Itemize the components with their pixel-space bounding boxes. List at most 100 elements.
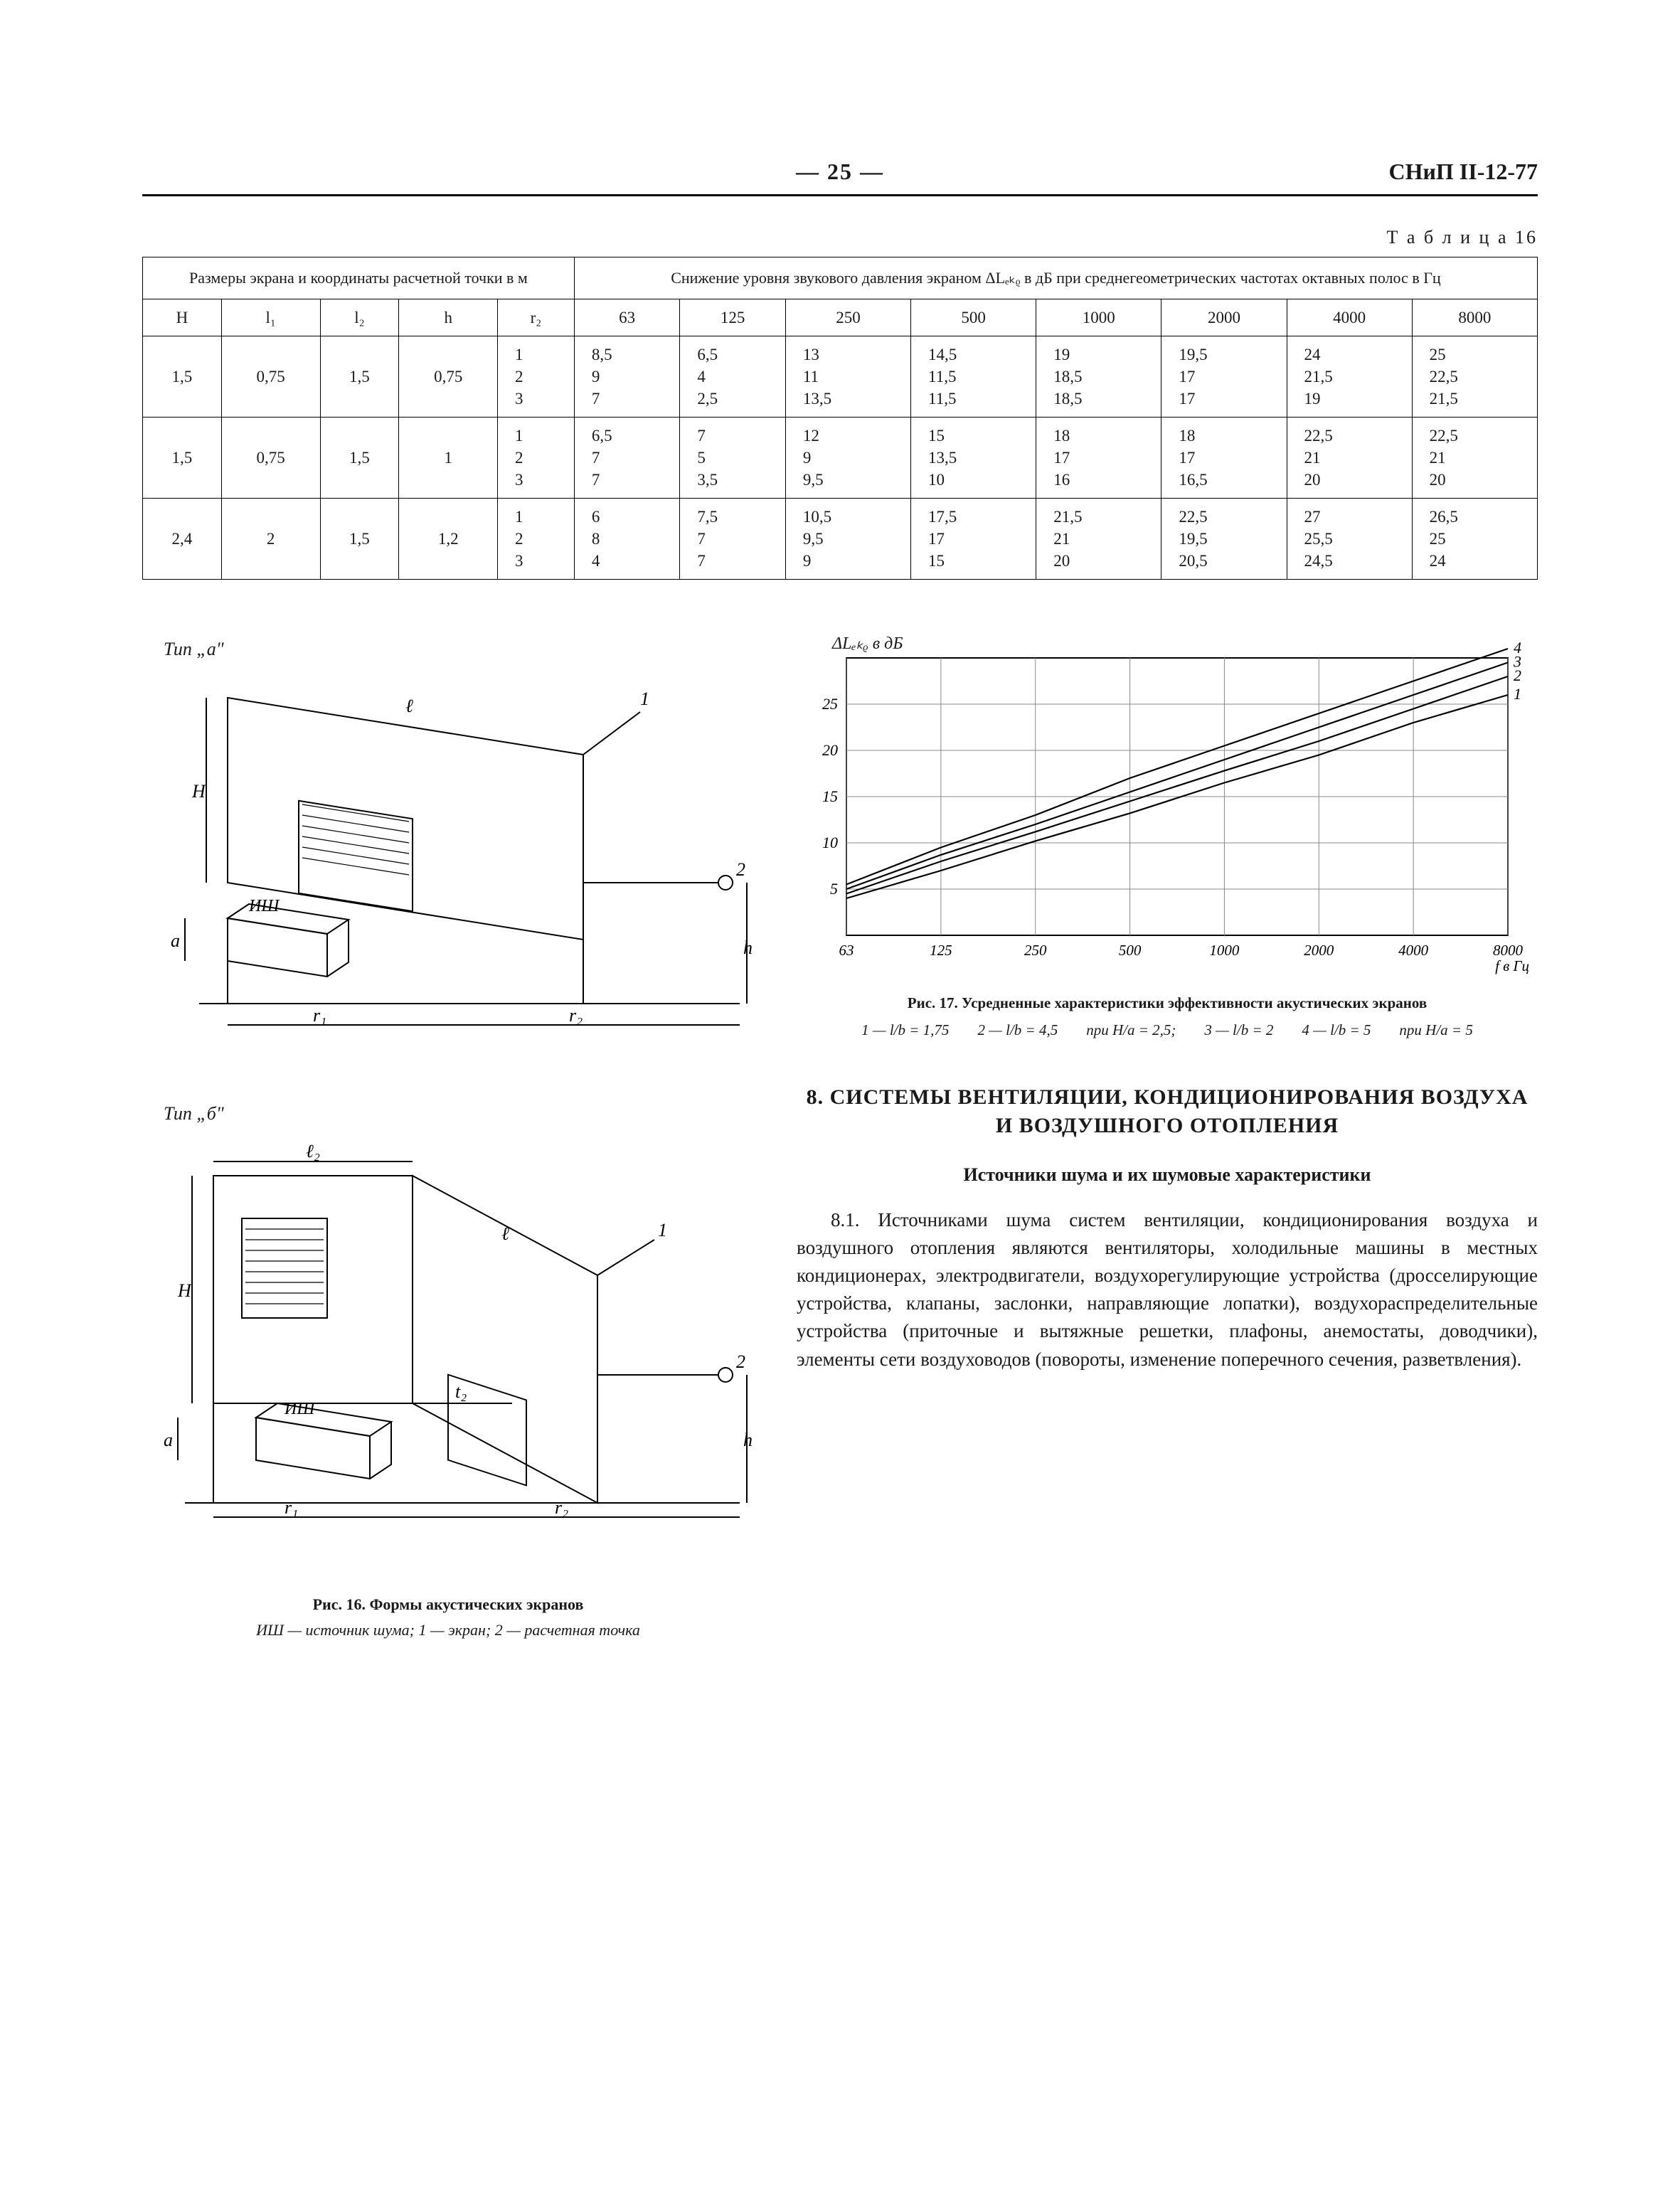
figure-16b: Тип „б" (142, 1101, 754, 1537)
col-63: 63 (574, 299, 680, 336)
table-cell: 1,5 (320, 499, 399, 580)
svg-text:r₁: r₁ (285, 1497, 298, 1518)
svg-text:ℓ₂: ℓ₂ (306, 1141, 320, 1161)
svg-text:f в Гц: f в Гц (1495, 957, 1529, 974)
table-cell: 1,2 (399, 499, 498, 580)
svg-text:1000: 1000 (1209, 942, 1240, 959)
figure-16-legend: ИШ — источник шума; 1 — экран; 2 — расче… (142, 1620, 754, 1641)
table-cell: 1 2 3 (498, 499, 575, 580)
col-H: H (143, 299, 222, 336)
col-4000: 4000 (1287, 299, 1412, 336)
svg-text:H: H (191, 781, 206, 802)
table-16-group-right: Снижение уровня звукового давления экран… (574, 257, 1537, 299)
col-250: 250 (785, 299, 910, 336)
svg-text:4000: 4000 (1398, 942, 1429, 959)
svg-text:63: 63 (839, 942, 854, 959)
table-16-label: Т а б л и ц а 16 (142, 225, 1538, 250)
figure-16a-title: Тип „а" (164, 637, 754, 661)
table-cell: 6,5 4 2,5 (680, 336, 786, 418)
table-16-group-left: Размеры экрана и координаты расчетной то… (143, 257, 575, 299)
table-cell: 1,5 (143, 418, 222, 499)
table-cell: 21,5 21 20 (1036, 499, 1161, 580)
table-cell: 22,5 21 20 (1287, 418, 1412, 499)
svg-text:1: 1 (658, 1220, 667, 1240)
svg-text:1: 1 (640, 689, 649, 709)
svg-text:8000: 8000 (1493, 942, 1524, 959)
table-cell: 27 25,5 24,5 (1287, 499, 1412, 580)
doc-code: СНиП II-12-77 (1339, 156, 1538, 187)
table-cell: 6 8 4 (574, 499, 680, 580)
table-cell: 1,5 (320, 418, 399, 499)
col-500: 500 (911, 299, 1036, 336)
svg-text:10: 10 (822, 834, 838, 851)
svg-text:h: h (743, 937, 753, 958)
figure-16a: Тип „а" (142, 637, 754, 1044)
svg-text:1: 1 (1514, 685, 1521, 703)
table-cell: 18 17 16,5 (1161, 418, 1287, 499)
table-cell: 15 13,5 10 (911, 418, 1036, 499)
svg-text:a: a (164, 1430, 173, 1450)
table-cell: 7,5 7 7 (680, 499, 786, 580)
running-head: — 25 — СНиП II-12-77 (142, 156, 1538, 194)
table-cell: 0,75 (221, 418, 320, 499)
section-8-subtitle: Источники шума и их шумовые характеристи… (797, 1162, 1538, 1187)
figure-16b-svg: ℓ₂ H a ИШ t₂ ℓ 1 2 h r₁ r₂ (142, 1133, 754, 1531)
table-cell: 13 11 13,5 (785, 336, 910, 418)
table-cell: 7 5 3,5 (680, 418, 786, 499)
col-1000: 1000 (1036, 299, 1161, 336)
figure-17-caption: Рис. 17. Усредненные характеристики эффе… (797, 994, 1538, 1013)
svg-text:5: 5 (830, 880, 838, 898)
svg-text:H: H (177, 1280, 192, 1301)
table-cell: 2 (221, 499, 320, 580)
svg-text:r₂: r₂ (555, 1497, 568, 1518)
svg-text:250: 250 (1024, 942, 1047, 959)
page-number: — 25 — (341, 156, 1339, 187)
col-r2: r₂ (498, 299, 575, 336)
svg-text:2: 2 (736, 859, 745, 880)
svg-text:125: 125 (930, 942, 952, 959)
col-2000: 2000 (1161, 299, 1287, 336)
figure-17-ylabel: ΔLₑₖᵨ в дБ (832, 632, 903, 655)
table-cell: 14,5 11,5 11,5 (911, 336, 1036, 418)
header-rule (142, 194, 1538, 196)
table-cell: 24 21,5 19 (1287, 336, 1412, 418)
svg-text:r₁: r₁ (313, 1005, 326, 1026)
table-cell: 22,5 19,5 20,5 (1161, 499, 1287, 580)
figure-16a-svg: 1 2 ℓ ИШ a H h r₁ r₂ (142, 669, 754, 1039)
svg-text:a: a (171, 930, 180, 951)
table-cell: 6,5 7 7 (574, 418, 680, 499)
col-125: 125 (680, 299, 786, 336)
svg-text:15: 15 (822, 787, 838, 805)
figure-17: ΔLₑₖᵨ в дБ 51015202563125250500100020004… (797, 637, 1538, 1040)
paragraph-8-1: 8.1. Источниками шума систем вентиляции,… (797, 1206, 1538, 1373)
table-16: Размеры экрана и координаты расчетной то… (142, 257, 1538, 580)
table-cell: 1,5 (320, 336, 399, 418)
col-l2: l₂ (320, 299, 399, 336)
figure-17-legend: 1 — l/b = 1,75 2 — l/b = 4,5 при H/a = 2… (797, 1020, 1538, 1040)
table-cell: 12 9 9,5 (785, 418, 910, 499)
svg-text:h: h (743, 1430, 753, 1450)
table-row: 1,50,751,511 2 36,5 7 77 5 3,512 9 9,515… (143, 418, 1538, 499)
svg-text:ℓ: ℓ (405, 696, 413, 716)
table-cell: 22,5 21 20 (1412, 418, 1537, 499)
table-cell: 2,4 (143, 499, 222, 580)
figure-16-caption: Рис. 16. Формы акустических экранов (142, 1594, 754, 1615)
svg-text:4: 4 (1514, 639, 1521, 656)
col-8000: 8000 (1412, 299, 1537, 336)
table-cell: 1,5 (143, 336, 222, 418)
col-h: h (399, 299, 498, 336)
svg-text:2000: 2000 (1304, 942, 1334, 959)
svg-text:ИШ: ИШ (248, 897, 280, 915)
table-cell: 1 (399, 418, 498, 499)
table-cell: 1 2 3 (498, 418, 575, 499)
table-cell: 8,5 9 7 (574, 336, 680, 418)
table-row: 1,50,751,50,751 2 38,5 9 76,5 4 2,513 11… (143, 336, 1538, 418)
col-l1: l₁ (221, 299, 320, 336)
svg-text:20: 20 (822, 741, 838, 759)
figure-17-svg: 510152025631252505001000200040008000f в … (797, 637, 1536, 978)
svg-text:ℓ: ℓ (501, 1223, 509, 1244)
table-cell: 17,5 17 15 (911, 499, 1036, 580)
table-16-header-row: H l₁ l₂ h r₂ 63 125 250 500 1000 2000 40… (143, 299, 1538, 336)
table-cell: 19,5 17 17 (1161, 336, 1287, 418)
svg-text:25: 25 (822, 695, 838, 713)
